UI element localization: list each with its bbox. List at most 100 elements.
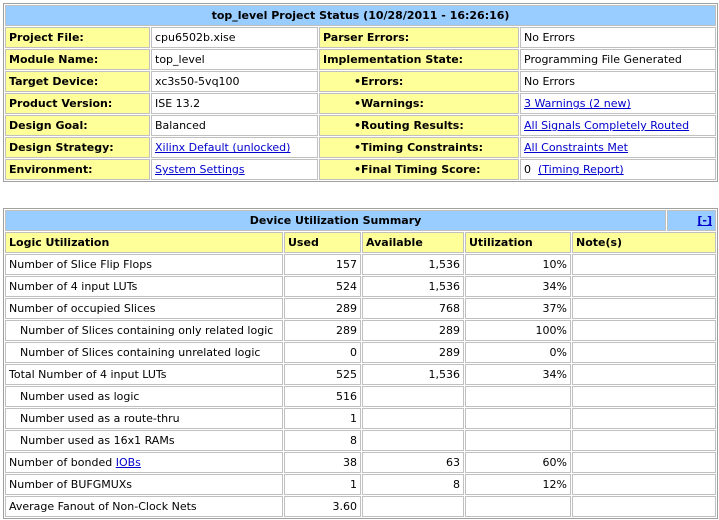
status-value-link-cell: Xilinx Default (unlocked) bbox=[151, 137, 318, 158]
row-name: Number of occupied Slices bbox=[9, 302, 156, 315]
status-row: Design Goal: Balanced •Routing Results: All… bbox=[5, 115, 716, 136]
status-label: Implementation State: bbox=[319, 49, 519, 70]
table-row: Number used as a route-thru 1 bbox=[5, 408, 716, 429]
available-value: 768 bbox=[362, 298, 464, 319]
status-value-link[interactable]: 3 Warnings (2 new) bbox=[524, 97, 631, 110]
status-label: •Final Timing Score: bbox=[319, 159, 519, 180]
utilization-value bbox=[465, 408, 571, 429]
status-value-link-cell: All Signals Completely Routed bbox=[520, 115, 716, 136]
used-value: 289 bbox=[284, 320, 361, 341]
available-value: 289 bbox=[362, 320, 464, 341]
notes-cell bbox=[572, 496, 716, 517]
status-value: ISE 13.2 bbox=[151, 93, 318, 114]
column-header: Used bbox=[284, 232, 361, 253]
status-value: xc3s50-5vq100 bbox=[151, 71, 318, 92]
used-value: 8 bbox=[284, 430, 361, 451]
status-value: Balanced bbox=[151, 115, 318, 136]
row-name: Number of BUFGMUXs bbox=[9, 478, 133, 491]
status-row: Environment: System Settings •Final Timing… bbox=[5, 159, 716, 180]
final-timing-score-cell: 0 (Timing Report) bbox=[520, 159, 716, 180]
status-value-link-cell: 3 Warnings (2 new) bbox=[520, 93, 716, 114]
table-row: Number of bonded IOBs 38 63 60% bbox=[5, 452, 716, 473]
status-row: Module Name: top_level Implementation Stat… bbox=[5, 49, 716, 70]
utilization-value: 100% bbox=[465, 320, 571, 341]
project-status-title: top_level Project Status (10/28/2011 - 1… bbox=[5, 5, 716, 26]
utilization-value bbox=[465, 430, 571, 451]
available-value bbox=[362, 386, 464, 407]
utilization-value bbox=[465, 386, 571, 407]
available-value: 1,536 bbox=[362, 276, 464, 297]
row-name: Number of Slices containing unrelated lo… bbox=[20, 346, 261, 359]
table-row: Average Fanout of Non-Clock Nets 3.60 bbox=[5, 496, 716, 517]
table-row: Number of occupied Slices 289 768 37% bbox=[5, 298, 716, 319]
utilization-value: 60% bbox=[465, 452, 571, 473]
logic-utilization-cell: Number of 4 input LUTs bbox=[5, 276, 283, 297]
notes-cell bbox=[572, 408, 716, 429]
table-row: Number used as 16x1 RAMs 8 bbox=[5, 430, 716, 451]
status-label: •Timing Constraints: bbox=[319, 137, 519, 158]
status-label: Environment: bbox=[5, 159, 150, 180]
used-value: 289 bbox=[284, 298, 361, 319]
status-value-link[interactable]: Xilinx Default (unlocked) bbox=[155, 141, 291, 154]
used-value: 516 bbox=[284, 386, 361, 407]
project-status-table: top_level Project Status (10/28/2011 - 1… bbox=[3, 3, 718, 182]
status-label: •Errors: bbox=[319, 71, 519, 92]
table-row: Number of Slices containing unrelated lo… bbox=[5, 342, 716, 363]
status-label: Project File: bbox=[5, 27, 150, 48]
status-label: Module Name: bbox=[5, 49, 150, 70]
table-row: Number of Slices containing only related… bbox=[5, 320, 716, 341]
status-label: Target Device: bbox=[5, 71, 150, 92]
notes-cell bbox=[572, 254, 716, 275]
logic-utilization-cell: Number of Slice Flip Flops bbox=[5, 254, 283, 275]
status-value-link-cell: All Constraints Met bbox=[520, 137, 716, 158]
available-value: 289 bbox=[362, 342, 464, 363]
used-value: 3.60 bbox=[284, 496, 361, 517]
status-row: Target Device: xc3s50-5vq100 •Errors: No Er… bbox=[5, 71, 716, 92]
utilization-value: 12% bbox=[465, 474, 571, 495]
status-value: No Errors bbox=[520, 71, 716, 92]
used-value: 38 bbox=[284, 452, 361, 473]
utilization-value: 34% bbox=[465, 276, 571, 297]
table-row: Number of BUFGMUXs 1 8 12% bbox=[5, 474, 716, 495]
column-header: Available bbox=[362, 232, 464, 253]
status-label: Parser Errors: bbox=[319, 27, 519, 48]
status-value-link[interactable]: All Signals Completely Routed bbox=[524, 119, 690, 132]
available-value: 1,536 bbox=[362, 254, 464, 275]
column-header: Logic Utilization bbox=[5, 232, 283, 253]
logic-utilization-cell: Number of occupied Slices bbox=[5, 298, 283, 319]
notes-cell bbox=[572, 342, 716, 363]
status-value-link[interactable]: System Settings bbox=[155, 163, 245, 176]
status-value: Programming File Generated bbox=[520, 49, 716, 70]
row-name: Number of Slices containing only related… bbox=[20, 324, 274, 337]
table-row: Number of Slice Flip Flops 157 1,536 10% bbox=[5, 254, 716, 275]
notes-cell bbox=[572, 430, 716, 451]
row-name: Total Number of 4 input LUTs bbox=[9, 368, 167, 381]
status-row: Product Version: ISE 13.2 •Warnings: 3 Warn… bbox=[5, 93, 716, 114]
timing-report-link[interactable]: (Timing Report) bbox=[538, 163, 624, 176]
logic-utilization-cell: Number of BUFGMUXs bbox=[5, 474, 283, 495]
status-value: top_level bbox=[151, 49, 318, 70]
status-label: •Warnings: bbox=[319, 93, 519, 114]
available-value: 63 bbox=[362, 452, 464, 473]
available-value bbox=[362, 496, 464, 517]
status-value: cpu6502b.xise bbox=[151, 27, 318, 48]
iobs-link[interactable]: IOBs bbox=[115, 456, 141, 469]
used-value: 525 bbox=[284, 364, 361, 385]
utilization-value: 37% bbox=[465, 298, 571, 319]
logic-utilization-cell: Number used as 16x1 RAMs bbox=[5, 430, 283, 451]
used-value: 157 bbox=[284, 254, 361, 275]
available-value: 8 bbox=[362, 474, 464, 495]
status-label: Product Version: bbox=[5, 93, 150, 114]
status-label: •Routing Results: bbox=[319, 115, 519, 136]
table-row: Number of 4 input LUTs 524 1,536 34% bbox=[5, 276, 716, 297]
status-value-link[interactable]: All Constraints Met bbox=[524, 141, 628, 154]
available-value bbox=[362, 430, 464, 451]
utilization-value: 34% bbox=[465, 364, 571, 385]
device-utilization-title: Device Utilization Summary bbox=[5, 210, 666, 231]
used-value: 0 bbox=[284, 342, 361, 363]
used-value: 524 bbox=[284, 276, 361, 297]
notes-cell bbox=[572, 386, 716, 407]
notes-cell bbox=[572, 276, 716, 297]
collapse-link[interactable]: [-] bbox=[697, 214, 712, 227]
status-value-link-cell: System Settings bbox=[151, 159, 318, 180]
